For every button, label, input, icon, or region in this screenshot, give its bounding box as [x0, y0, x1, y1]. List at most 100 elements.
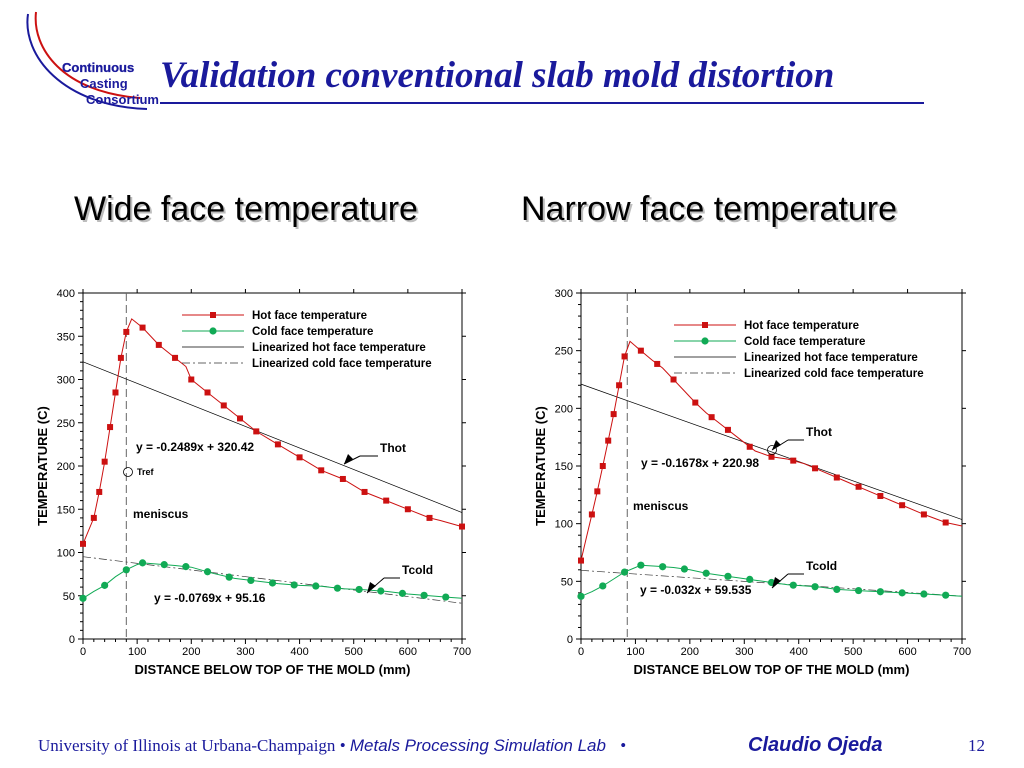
cold-face-point [377, 587, 385, 595]
cold-face-point [79, 594, 87, 602]
y-tick-label: 0 [69, 634, 75, 646]
hot-face-point [746, 443, 753, 450]
hot-face-point [670, 376, 677, 383]
hot-face-point [654, 360, 661, 367]
hot-fit-equation: y = -0.1678x + 220.98 [641, 456, 759, 470]
cold-fit-equation: y = -0.032x + 59.535 [640, 583, 752, 597]
y-tick-label: 100 [555, 519, 573, 531]
hot-face-point [708, 414, 715, 421]
cold-face-point [101, 581, 109, 589]
footer-author: Claudio Ojeda [748, 734, 883, 756]
hot-face-point [833, 474, 840, 481]
y-tick-label: 400 [57, 288, 75, 300]
logo-line-2: Casting [80, 76, 128, 91]
hot-face-point [899, 502, 906, 509]
x-tick-label: 200 [681, 646, 699, 658]
x-tick-label: 300 [236, 646, 254, 658]
hot-face-point [188, 376, 195, 383]
y-tick-label: 50 [561, 576, 573, 588]
cold-face-point [268, 579, 277, 587]
thot-label: Thot [806, 425, 832, 439]
y-tick-label: 0 [567, 634, 573, 646]
x-tick-label: 700 [953, 646, 971, 658]
x-tick-label: 100 [128, 646, 146, 658]
hot-face-point [594, 488, 601, 495]
cold-face-point [599, 582, 607, 590]
hot-face-point [790, 457, 797, 464]
legend-cold-marker [209, 327, 217, 335]
cold-face-point [620, 568, 629, 576]
hot-face-point [942, 519, 949, 526]
tcold-arrow [367, 582, 376, 593]
legend-label: Cold face temperature [252, 326, 373, 338]
footer-lab: Metals Processing Simulation Lab [349, 736, 606, 755]
x-tick-label: 200 [182, 646, 200, 658]
cold-face-point [833, 585, 841, 594]
cold-face-point [577, 592, 585, 600]
hot-face-point [204, 389, 211, 396]
x-tick-label: 0 [80, 646, 86, 658]
y-tick-label: 250 [555, 346, 573, 358]
hot-face-point [253, 428, 260, 435]
legend-label: Cold face temperature [744, 336, 865, 348]
cold-face-point [811, 583, 819, 591]
x-tick-label: 500 [844, 646, 862, 658]
cold-face-point [355, 585, 363, 594]
hot-face-point [172, 354, 179, 361]
cold-face-point [789, 581, 797, 589]
x-tick-label: 500 [345, 646, 363, 658]
cold-face-point [680, 565, 689, 573]
x-axis-label: DISTANCE BELOW TOP OF THE MOLD (mm) [634, 662, 910, 677]
cold-face-point [898, 589, 906, 597]
logo-swoosh [26, 13, 148, 110]
x-tick-label: 700 [453, 646, 471, 658]
thot-arrow [344, 454, 353, 464]
subtitle-wide-face: Wide face temperature [74, 190, 418, 228]
meniscus-label: meniscus [133, 507, 189, 521]
hot-face-line [82, 318, 463, 545]
y-tick-label: 150 [57, 504, 75, 516]
hot-face-point [605, 437, 612, 444]
subtitle-narrow-face: Narrow face temperature [521, 190, 898, 228]
hot-face-point [426, 514, 433, 521]
slide-title: Validation conventional slab mold distor… [160, 55, 835, 96]
y-tick-label: 100 [57, 548, 75, 560]
cold-face-point [312, 582, 320, 590]
hot-face-point [220, 402, 227, 409]
y-tick-label: 350 [57, 331, 75, 343]
hot-face-point [855, 483, 862, 490]
footer-separator-2: • [620, 736, 627, 755]
hot-face-point [296, 454, 303, 461]
hot-face-point [616, 382, 623, 389]
hot-face-point [877, 492, 884, 499]
title-underline [160, 102, 924, 104]
logo-line-3: Consortium [86, 92, 159, 107]
cold-face-point [420, 591, 428, 599]
hot-face-point [588, 511, 595, 518]
hot-face-line [580, 340, 963, 561]
cold-face-point [702, 569, 710, 577]
hot-face-point [812, 465, 819, 472]
hot-face-point [123, 328, 130, 335]
hot-face-point [107, 424, 114, 431]
meniscus-label: meniscus [633, 499, 689, 513]
cold-face-point [920, 590, 928, 598]
y-tick-label: 150 [555, 461, 573, 473]
legend-label: Linearized cold face temperature [744, 368, 924, 380]
legend-hot-marker [702, 322, 708, 328]
x-tick-label: 300 [735, 646, 753, 658]
hot-face-point [692, 399, 699, 406]
legend-label: Linearized hot face temperature [252, 342, 426, 354]
y-tick-label: 300 [555, 288, 573, 300]
logo-line-1: Continuous [62, 60, 134, 75]
y-axis-label: TEMPERATURE (C) [35, 406, 50, 526]
y-tick-label: 50 [63, 591, 75, 603]
tcold-arrow [772, 577, 781, 588]
cold-face-point [442, 593, 450, 601]
cold-face-point [122, 566, 130, 574]
tref-label: Tref [137, 467, 155, 477]
cold-fit-equation: y = -0.0769x + 95.16 [154, 591, 266, 605]
linearized-hot-line [82, 361, 463, 513]
x-tick-label: 600 [898, 646, 916, 658]
tref-marker [123, 467, 133, 477]
